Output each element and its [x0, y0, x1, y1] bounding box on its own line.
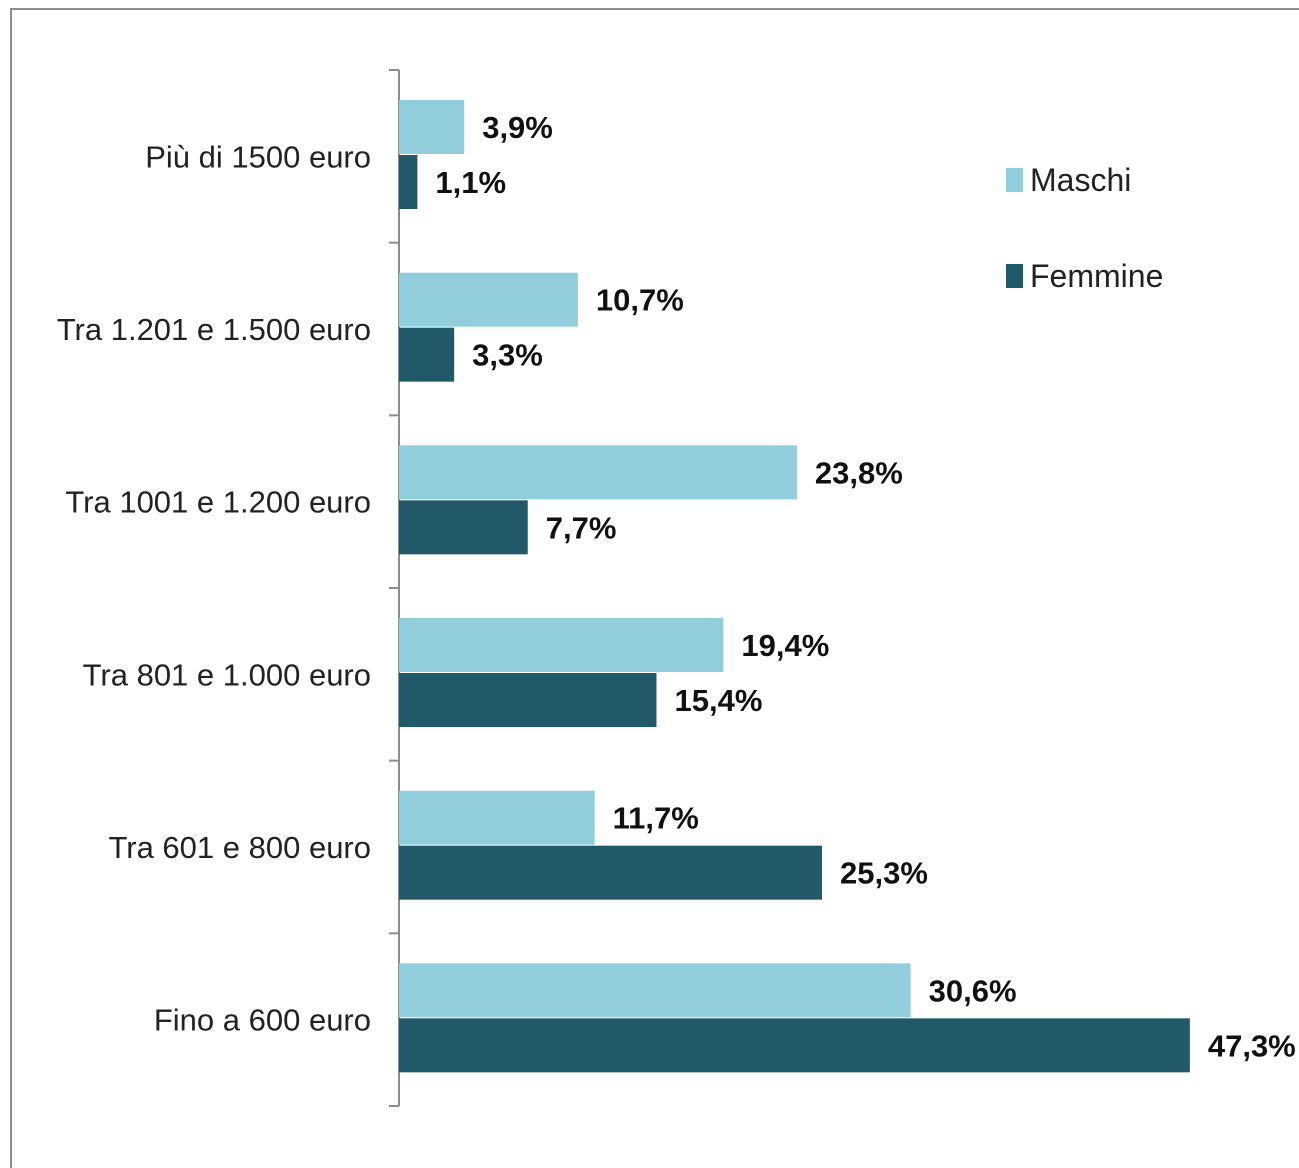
- bar-maschi: [399, 618, 724, 672]
- data-label: 3,9%: [482, 110, 553, 145]
- legend-label-femmine: Femmine: [1030, 258, 1163, 294]
- data-label: 1,1%: [435, 165, 506, 200]
- bar-maschi: [399, 272, 578, 327]
- data-label: 15,4%: [674, 683, 762, 718]
- bar-femmine: [399, 845, 823, 900]
- category-tick-label: Tra 601 e 800 euro: [108, 830, 371, 865]
- legend: Maschi Femmine: [1006, 162, 1163, 294]
- legend-swatch-femmine: [1006, 264, 1023, 288]
- legend-swatch-maschi: [1006, 168, 1023, 192]
- bar-maschi: [399, 963, 911, 1018]
- data-label: 19,4%: [741, 628, 829, 663]
- bar-maschi: [399, 790, 595, 845]
- data-label: 47,3%: [1208, 1028, 1296, 1063]
- data-label: 7,7%: [546, 510, 617, 545]
- data-label: 25,3%: [840, 856, 928, 891]
- bar-femmine: [399, 673, 657, 727]
- data-label: 10,7%: [596, 283, 684, 318]
- category-axis: Più di 1500 euro Tra 1.201 e 1.500 euro Tr…: [57, 69, 400, 1107]
- bars: [399, 100, 1190, 1073]
- bar-femmine: [399, 155, 418, 209]
- data-label: 23,8%: [815, 455, 903, 490]
- data-label: 3,3%: [472, 338, 543, 373]
- category-tick-label: Tra 801 e 1.000 euro: [83, 657, 371, 692]
- bar-femmine: [399, 1018, 1190, 1073]
- data-label: 11,7%: [613, 801, 699, 836]
- bar-femmine: [399, 500, 528, 555]
- value-labels: 3,9% 10,7% 23,8% 19,4% 11,7% 30,6% 1,1% 3,3% 7,7…: [435, 110, 1295, 1063]
- chart-frame: [10, 8, 1299, 1168]
- bar-maschi: [399, 445, 797, 500]
- category-tick-label: Più di 1500 euro: [145, 139, 371, 174]
- category-tick-label: Tra 1.201 e 1.500 euro: [57, 312, 371, 347]
- legend-label-maschi: Maschi: [1030, 162, 1131, 198]
- bar-femmine: [399, 327, 455, 382]
- bar-maschi: [399, 100, 465, 154]
- category-tick-label: Fino a 600 euro: [154, 1003, 371, 1038]
- category-tick-label: Tra 1001 e 1.200 euro: [65, 485, 371, 520]
- data-label: 30,6%: [929, 973, 1017, 1008]
